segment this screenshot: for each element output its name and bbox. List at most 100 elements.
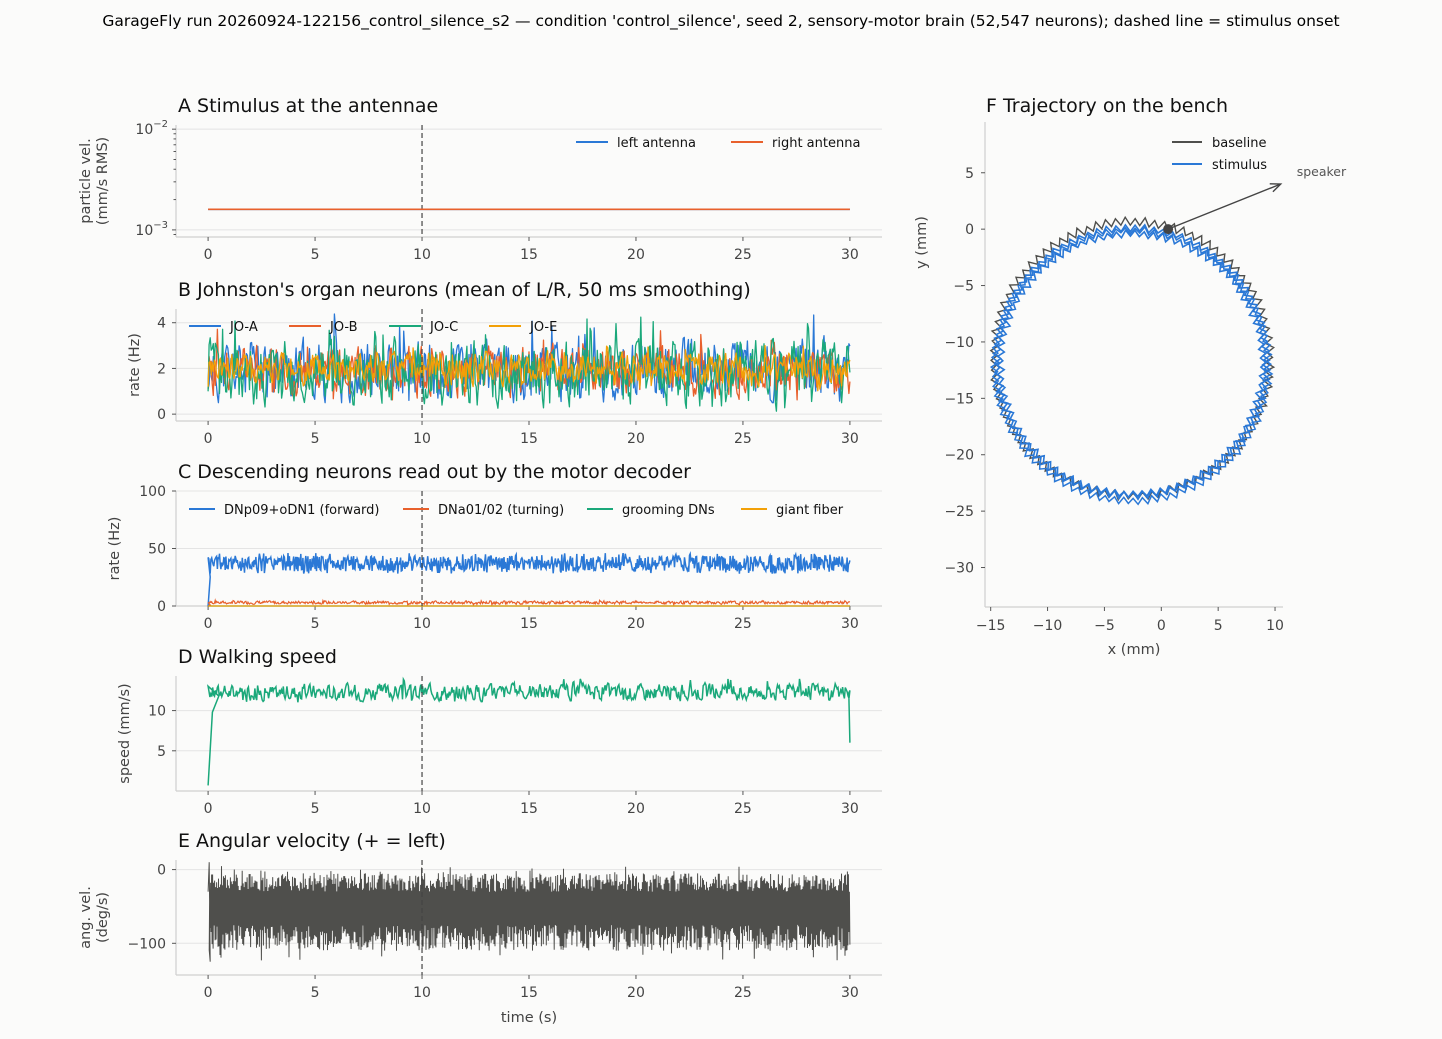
x-tick-label: 5 xyxy=(311,801,320,817)
x-tick-label: 20 xyxy=(627,985,645,1001)
y-tick-label: 10 xyxy=(148,704,166,720)
series-line-dna01-02-turning- xyxy=(207,598,851,607)
x-tick-label: 30 xyxy=(841,247,859,263)
x-tick-label: 30 xyxy=(841,431,859,447)
x-tick-label: 10 xyxy=(413,616,431,632)
x-tick-label: 30 xyxy=(841,985,859,1001)
x-tick-label: 0 xyxy=(204,616,213,632)
y-axis-label: speed (mm/s) xyxy=(117,683,133,783)
x-tick-label: 25 xyxy=(734,801,752,817)
y-axis-label: (deg/s) xyxy=(95,892,111,943)
legend-label: DNp09+oDN1 (forward) xyxy=(224,503,380,518)
x-tick-label: 10 xyxy=(413,801,431,817)
panel-title: E Angular velocity (+ = left) xyxy=(178,830,446,852)
y-tick-base: 10 xyxy=(135,223,153,239)
speaker-arrowhead xyxy=(1269,183,1283,193)
y-tick-label: −10 xyxy=(944,335,974,351)
x-tick-label: 5 xyxy=(1214,618,1223,634)
x-tick-label: −10 xyxy=(1033,618,1063,634)
legend-label: JO-C xyxy=(429,320,458,335)
panel-title: C Descending neurons read out by the mot… xyxy=(178,461,691,483)
x-tick-label: 10 xyxy=(413,431,431,447)
x-tick-label: 25 xyxy=(734,616,752,632)
x-tick-label: 15 xyxy=(520,985,538,1001)
panel-e-angular-velocity: 0 5 10 15 20 25 30 −100 0 E Angular velocity (+ =… xyxy=(78,830,882,1026)
y-tick-label: 50 xyxy=(148,542,166,558)
y-tick-label: −20 xyxy=(944,448,974,464)
series-line-stimulus xyxy=(991,223,1272,501)
y-tick-exponent: −2 xyxy=(153,119,168,130)
x-tick-label: 0 xyxy=(204,247,213,263)
y-tick-label: 2 xyxy=(157,361,166,377)
x-tick-label: 20 xyxy=(627,616,645,632)
legend-label: grooming DNs xyxy=(622,503,715,518)
x-tick-label: 15 xyxy=(520,801,538,817)
y-tick-label: 0 xyxy=(157,863,166,879)
x-axis-label: time (s) xyxy=(501,1010,557,1026)
panel-title: A Stimulus at the antennae xyxy=(178,95,438,117)
x-tick-label: 0 xyxy=(204,431,213,447)
y-axis-label: (mm/s RMS) xyxy=(95,137,111,225)
legend-label: right antenna xyxy=(772,136,860,151)
x-tick-label: 0 xyxy=(204,801,213,817)
legend-label: baseline xyxy=(1212,136,1266,151)
legend-label: JO-B xyxy=(329,320,358,335)
y-tick-label: −30 xyxy=(944,561,974,577)
series-line-dnp09-odn1-forward- xyxy=(207,551,851,607)
series-line-jo-a xyxy=(207,313,851,404)
series-line-jo-c xyxy=(207,316,851,412)
panel-title: F Trajectory on the bench xyxy=(986,95,1228,117)
x-tick-label: 5 xyxy=(311,431,320,447)
x-tick-label: 5 xyxy=(311,616,320,632)
y-axis-label: rate (Hz) xyxy=(127,333,143,397)
y-tick-label: 5 xyxy=(965,166,974,182)
panel-title: B Johnston's organ neurons (mean of L/R,… xyxy=(178,279,751,301)
y-axis-label: y (mm) xyxy=(914,216,930,269)
legend-label: JO-A xyxy=(229,320,258,335)
x-tick-label: −5 xyxy=(1094,618,1115,634)
x-tick-label: 20 xyxy=(627,801,645,817)
legend-label: stimulus xyxy=(1212,158,1267,173)
y-tick-label: −100 xyxy=(128,936,166,952)
y-tick-label: 0 xyxy=(965,222,974,238)
y-tick-label: 0 xyxy=(157,599,166,615)
x-tick-label: 5 xyxy=(311,247,320,263)
x-tick-label: 10 xyxy=(413,985,431,1001)
panel-f-trajectory: −15 −10 −5 0 5 10 −30 −25 −20 −15 −10 −5 0 5 F Traject… xyxy=(914,95,1347,658)
legend-label: DNa01/02 (turning) xyxy=(438,503,564,518)
y-tick-label: 10−2 xyxy=(135,119,168,138)
series-line-stimulus xyxy=(989,225,1274,506)
x-tick-label: 0 xyxy=(1157,618,1166,634)
x-tick-label: 30 xyxy=(841,616,859,632)
x-tick-label: 5 xyxy=(311,985,320,1001)
y-tick-label: 10−3 xyxy=(135,220,168,239)
legend-label: JO-E xyxy=(529,320,557,335)
panel-c-descending-neurons: 0 5 10 15 20 25 30 0 50 100 C Descending neurons r… xyxy=(107,461,882,632)
series-line-jo-e xyxy=(207,344,851,393)
y-tick-base: 10 xyxy=(135,122,153,138)
series-line-angular-velocity xyxy=(207,862,851,962)
x-tick-label: 10 xyxy=(1266,618,1284,634)
y-tick-label: 100 xyxy=(139,484,166,500)
x-tick-label: 10 xyxy=(413,247,431,263)
x-tick-label: 15 xyxy=(520,247,538,263)
x-tick-label: 20 xyxy=(627,247,645,263)
legend-label: left antenna xyxy=(617,136,696,151)
panel-b-johnstons-organ: 0 5 10 15 20 25 30 0 2 4 B Johnston's organ neuron… xyxy=(127,279,882,447)
x-tick-label: 15 xyxy=(520,431,538,447)
x-tick-label: 15 xyxy=(520,616,538,632)
x-tick-label: 25 xyxy=(734,431,752,447)
x-tick-label: 30 xyxy=(841,801,859,817)
x-tick-label: −15 xyxy=(976,618,1006,634)
start-point-marker xyxy=(1163,224,1174,235)
y-tick-label: −15 xyxy=(944,391,974,407)
y-axis-label: rate (Hz) xyxy=(107,517,123,581)
x-tick-label: 20 xyxy=(627,431,645,447)
y-axis-label: ang. vel. xyxy=(78,886,94,949)
speaker-annotation: speaker xyxy=(1297,164,1347,179)
y-tick-label: −25 xyxy=(944,504,974,520)
y-tick-exponent: −3 xyxy=(153,220,168,231)
x-tick-label: 0 xyxy=(204,985,213,1001)
y-tick-label: 5 xyxy=(157,744,166,760)
